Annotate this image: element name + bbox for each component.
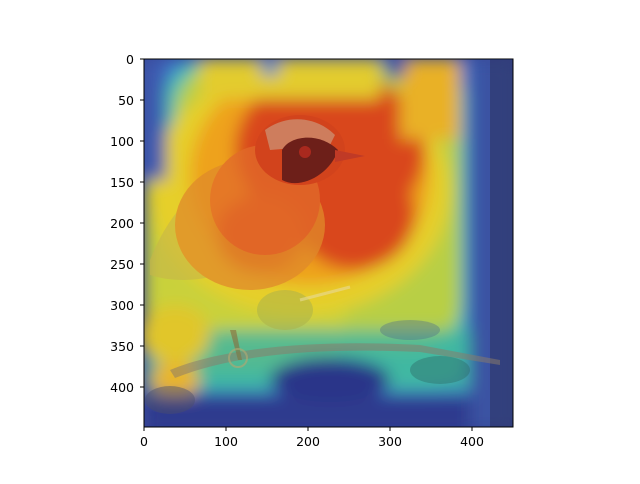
y-tick-label: 150 <box>110 175 134 190</box>
y-tick-label: 350 <box>110 339 134 354</box>
x-tick-label: 200 <box>296 434 320 449</box>
y-tick-label: 0 <box>126 52 134 67</box>
y-tick-label: 100 <box>110 134 134 149</box>
x-axis: 0 100 200 300 400 <box>140 427 484 449</box>
y-tick-label: 200 <box>110 216 134 231</box>
y-tick-label: 50 <box>118 93 134 108</box>
x-tick-label: 0 <box>140 434 148 449</box>
y-tick-label: 250 <box>110 257 134 272</box>
y-tick-label: 400 <box>110 380 134 395</box>
x-tick-label: 400 <box>460 434 484 449</box>
bird-photo <box>145 115 500 414</box>
x-tick-label: 100 <box>214 434 238 449</box>
y-tick-label: 300 <box>110 298 134 313</box>
x-tick-label: 300 <box>378 434 402 449</box>
y-axis: 0 50 100 150 200 250 300 350 400 <box>110 52 144 395</box>
axes-frame <box>143 58 514 428</box>
heatmap-image <box>144 59 513 427</box>
